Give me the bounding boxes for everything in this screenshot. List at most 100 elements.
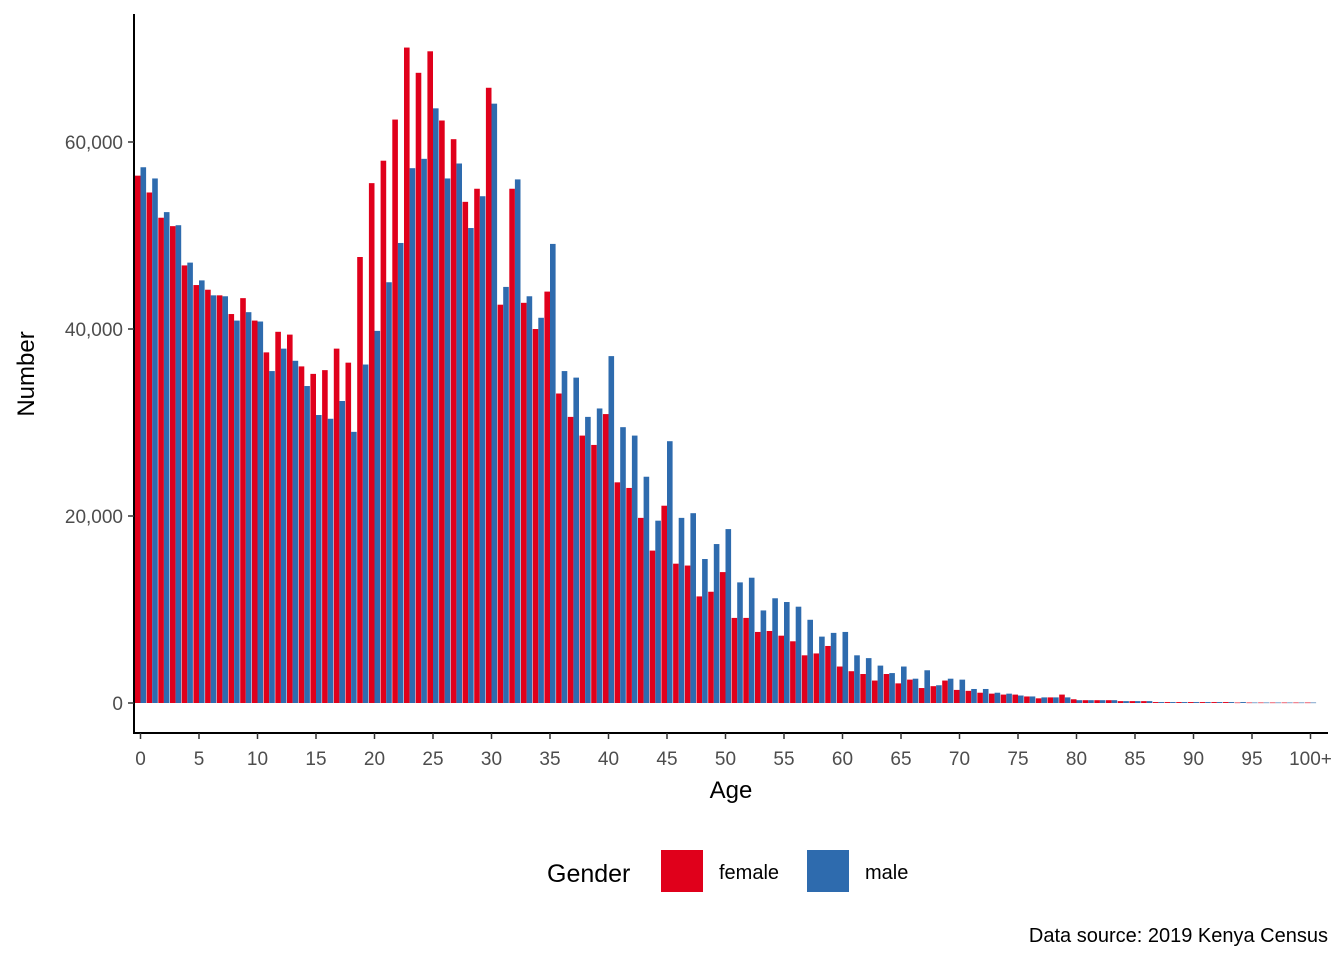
x-tick-label: 95 bbox=[1241, 749, 1262, 770]
bar-male-age-74 bbox=[1006, 693, 1012, 703]
bar-male-age-21 bbox=[386, 282, 392, 703]
bar-female-age-53 bbox=[755, 631, 761, 703]
bar-female-age-10 bbox=[251, 320, 258, 703]
bar-female-age-45 bbox=[661, 505, 667, 703]
bar-male-age-91 bbox=[1205, 702, 1211, 703]
bar-male-age-33 bbox=[526, 296, 533, 703]
x-tick-label: 25 bbox=[422, 749, 443, 770]
x-axis-ticks: 0 5 10 15 20 25 30 35 40 45 50 55 60 65 70 75 80 85 90 95 10… bbox=[135, 733, 1332, 770]
bar-male-age-99 bbox=[1298, 702, 1305, 704]
bar-female-age-73 bbox=[989, 693, 995, 703]
bar-female-age-77 bbox=[1035, 698, 1042, 703]
bar-female-age-48 bbox=[696, 596, 703, 703]
bar-male-age-5 bbox=[199, 280, 205, 703]
bar-female-age-93 bbox=[1223, 702, 1229, 703]
bar-male-age-8 bbox=[234, 320, 240, 703]
bars-layer bbox=[134, 47, 1317, 704]
x-tick-label: 75 bbox=[1007, 749, 1028, 770]
bar-male-age-82 bbox=[1099, 700, 1106, 703]
bar-female-age-57 bbox=[801, 655, 808, 703]
bar-male-age-55 bbox=[784, 602, 790, 703]
bar-female-age-11 bbox=[263, 352, 270, 704]
bar-male-age-93 bbox=[1228, 702, 1235, 703]
x-tick-label: 20 bbox=[364, 749, 385, 770]
bar-male-age-0 bbox=[140, 167, 147, 703]
bar-male-age-4 bbox=[187, 262, 193, 703]
legend-label-female: female bbox=[719, 862, 779, 884]
x-axis-title: Age bbox=[710, 777, 753, 804]
bar-male-age-34 bbox=[538, 317, 544, 703]
bar-female-age-21 bbox=[380, 160, 387, 703]
x-tick-label: 70 bbox=[949, 749, 970, 770]
x-tick-label: 50 bbox=[715, 749, 736, 770]
bar-male-age-1 bbox=[152, 178, 158, 703]
x-tick-label: 30 bbox=[481, 749, 502, 770]
bar-male-age-12 bbox=[280, 348, 287, 703]
bar-female-age-97 bbox=[1269, 702, 1276, 704]
bar-male-age-52 bbox=[748, 577, 755, 703]
bar-female-age-52 bbox=[743, 617, 749, 703]
bar-male-age-85 bbox=[1135, 701, 1141, 703]
bar-female-age-56 bbox=[790, 641, 796, 703]
bar-female-age-63 bbox=[872, 680, 878, 703]
bar-male-age-56 bbox=[795, 606, 802, 703]
bar-female-age-35 bbox=[544, 291, 550, 703]
bar-female-age-47 bbox=[684, 565, 691, 703]
bar-male-age-40 bbox=[608, 356, 615, 703]
bar-male-age-69 bbox=[947, 678, 954, 703]
bar-female-age-74 bbox=[1000, 694, 1007, 703]
bar-male-age-64 bbox=[889, 673, 895, 703]
bar-female-age-99 bbox=[1293, 702, 1299, 704]
bar-female-age-7 bbox=[216, 295, 223, 703]
bar-male-age-13 bbox=[292, 360, 299, 703]
bar-male-age-59 bbox=[830, 632, 837, 704]
bar-female-age-18 bbox=[345, 362, 352, 703]
x-tick-label: 15 bbox=[305, 749, 326, 770]
bar-female-age-19 bbox=[357, 257, 363, 703]
x-tick-label: 5 bbox=[194, 749, 205, 770]
bar-female-age-31 bbox=[497, 304, 504, 703]
bar-female-age-30 bbox=[485, 87, 492, 703]
bar-female-age-62 bbox=[860, 674, 866, 703]
bar-female-age-75 bbox=[1012, 694, 1018, 703]
bar-female-age-14 bbox=[298, 366, 305, 703]
bar-male-age-76 bbox=[1029, 696, 1036, 703]
bar-male-age-9 bbox=[245, 312, 252, 703]
x-tick-label: 45 bbox=[656, 749, 677, 770]
bar-male-age-11 bbox=[269, 371, 275, 703]
chart-caption: Data source: 2019 Kenya Census bbox=[1029, 925, 1328, 947]
bar-female-age-8 bbox=[228, 314, 235, 703]
bar-male-age-25 bbox=[433, 108, 439, 704]
bar-female-age-67 bbox=[918, 688, 925, 703]
bar-male-age-31 bbox=[503, 286, 509, 703]
bar-female-age-90 bbox=[1187, 702, 1194, 703]
bar-female-age-34 bbox=[532, 329, 539, 703]
bar-male-age-22 bbox=[397, 242, 404, 704]
bar-female-age-51 bbox=[731, 617, 738, 703]
legend: Gender female male bbox=[547, 850, 908, 892]
bar-male-age-71 bbox=[971, 688, 977, 703]
bar-female-age-20 bbox=[368, 183, 375, 703]
bar-male-age-100 bbox=[1310, 702, 1317, 704]
bar-female-age-43 bbox=[638, 517, 644, 703]
x-tick-label: 65 bbox=[890, 749, 911, 770]
bar-male-age-53 bbox=[760, 610, 767, 703]
legend-label-male: male bbox=[865, 862, 908, 884]
bar-female-age-40 bbox=[602, 414, 609, 703]
bar-female-age-9 bbox=[240, 298, 246, 703]
bar-female-age-61 bbox=[848, 671, 855, 703]
bar-female-age-12 bbox=[275, 331, 281, 703]
bar-male-age-47 bbox=[690, 513, 696, 703]
bar-male-age-2 bbox=[163, 212, 170, 703]
bar-male-age-23 bbox=[409, 168, 416, 703]
bar-male-age-42 bbox=[631, 435, 638, 703]
bar-female-age-24 bbox=[415, 72, 422, 703]
bar-female-age-6 bbox=[205, 289, 211, 703]
bar-male-age-88 bbox=[1170, 702, 1176, 703]
bar-female-age-54 bbox=[766, 631, 773, 703]
x-tick-label: 90 bbox=[1183, 749, 1204, 770]
bar-female-age-13 bbox=[287, 334, 293, 703]
bar-male-age-28 bbox=[468, 228, 474, 703]
bar-female-age-58 bbox=[813, 653, 820, 703]
bar-female-age-94 bbox=[1234, 702, 1241, 704]
